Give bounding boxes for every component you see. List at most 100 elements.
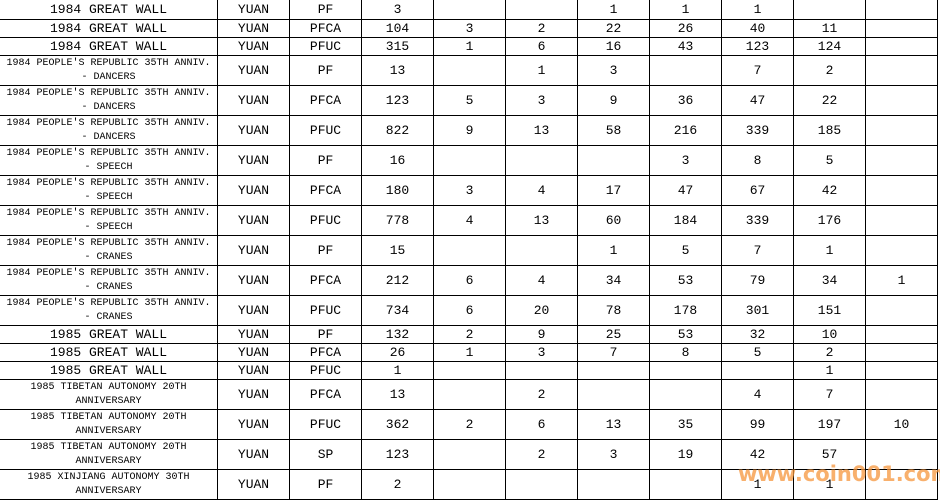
name-line: ANNIVERSARY xyxy=(75,425,142,437)
table-cell: 212 xyxy=(362,266,434,296)
table-cell: PF xyxy=(290,326,362,344)
name-cell: 1984 GREAT WALL xyxy=(0,20,218,38)
table-cell: 123 xyxy=(362,440,434,470)
table-cell xyxy=(866,470,938,500)
table-cell: 339 xyxy=(722,206,794,236)
table-cell: PFCA xyxy=(290,176,362,206)
name-line: 1984 PEOPLE'S REPUBLIC 35TH ANNIV. xyxy=(6,147,211,159)
watermark: www.coin001.com xyxy=(738,462,940,486)
table-cell: PF xyxy=(290,0,362,20)
table-cell: 1 xyxy=(650,0,722,20)
table-cell: 151 xyxy=(794,296,866,326)
table-cell xyxy=(506,470,578,500)
name-cell: 1984 PEOPLE'S REPUBLIC 35TH ANNIV. - SPEE… xyxy=(0,146,218,176)
name-line: 1984 PEOPLE'S REPUBLIC 35TH ANNIV. xyxy=(6,207,211,219)
table-cell xyxy=(866,326,938,344)
table-cell: 13 xyxy=(362,56,434,86)
table-cell xyxy=(866,344,938,362)
name-line: 1984 PEOPLE'S REPUBLIC 35TH ANNIV. xyxy=(6,57,211,69)
table-cell xyxy=(722,362,794,380)
table-cell: 4 xyxy=(722,380,794,410)
name-line: - CRANES xyxy=(84,251,133,263)
name-cell: 1984 PEOPLE'S REPUBLIC 35TH ANNIV. - CRAN… xyxy=(0,266,218,296)
table-cell: 185 xyxy=(794,116,866,146)
table-cell: 19 xyxy=(650,440,722,470)
table-cell: 6 xyxy=(506,38,578,56)
table-cell xyxy=(434,146,506,176)
table-cell: 3 xyxy=(362,0,434,20)
table-cell: PF xyxy=(290,146,362,176)
table-cell: 6 xyxy=(434,296,506,326)
table-cell: 58 xyxy=(578,116,650,146)
table-cell: 778 xyxy=(362,206,434,236)
table-cell: PFUC xyxy=(290,410,362,440)
table-cell xyxy=(434,236,506,266)
table-cell: 301 xyxy=(722,296,794,326)
table-cell: PFCA xyxy=(290,344,362,362)
table-cell: 78 xyxy=(578,296,650,326)
table-cell xyxy=(866,116,938,146)
table-cell xyxy=(866,176,938,206)
table-cell: YUAN xyxy=(218,86,290,116)
table-cell: 2 xyxy=(362,470,434,500)
table-cell: 1 xyxy=(722,470,794,500)
table-cell xyxy=(866,0,938,20)
table-cell xyxy=(866,206,938,236)
table-cell: 16 xyxy=(578,38,650,56)
table-cell: YUAN xyxy=(218,380,290,410)
table-cell: YUAN xyxy=(218,326,290,344)
table-cell: 13 xyxy=(578,410,650,440)
table-cell: YUAN xyxy=(218,146,290,176)
table-cell: 42 xyxy=(794,176,866,206)
table-cell xyxy=(434,0,506,20)
table-cell: 9 xyxy=(506,326,578,344)
name-cell: 1984 GREAT WALL xyxy=(0,0,218,20)
table-cell xyxy=(434,470,506,500)
table-cell: 2 xyxy=(506,440,578,470)
table-cell: 178 xyxy=(650,296,722,326)
table-cell: 2 xyxy=(434,326,506,344)
table-cell: 2 xyxy=(794,344,866,362)
name-line: - SPEECH xyxy=(84,221,133,233)
table-cell: 362 xyxy=(362,410,434,440)
table-cell: 7 xyxy=(794,380,866,410)
table-cell: YUAN xyxy=(218,470,290,500)
table-cell xyxy=(650,380,722,410)
table-cell xyxy=(866,296,938,326)
table-cell xyxy=(506,146,578,176)
table-cell: 1 xyxy=(794,362,866,380)
table-cell xyxy=(866,86,938,116)
table-cell xyxy=(434,380,506,410)
name-cell: 1985 TIBETAN AUTONOMY 20TH ANNIVERSARY xyxy=(0,410,218,440)
table-cell: PF xyxy=(290,236,362,266)
table-cell xyxy=(650,362,722,380)
name-line: - DANCERS xyxy=(81,101,136,113)
table-cell: 5 xyxy=(650,236,722,266)
name-line: - DANCERS xyxy=(81,131,136,143)
table-cell: PFUC xyxy=(290,362,362,380)
table-cell: PFUC xyxy=(290,38,362,56)
name-cell: 1984 PEOPLE'S REPUBLIC 35TH ANNIV. - DANC… xyxy=(0,56,218,86)
table-cell: 1 xyxy=(434,38,506,56)
table-cell xyxy=(866,146,938,176)
table-cell: 15 xyxy=(362,236,434,266)
table-cell: PFCA xyxy=(290,86,362,116)
table-cell: 53 xyxy=(650,326,722,344)
table-cell: YUAN xyxy=(218,176,290,206)
table-cell: 5 xyxy=(434,86,506,116)
table-cell: 124 xyxy=(794,38,866,56)
table-cell xyxy=(578,146,650,176)
table-cell: 1 xyxy=(794,236,866,266)
name-cell: 1985 GREAT WALL xyxy=(0,344,218,362)
name-cell: 1984 PEOPLE'S REPUBLIC 35TH ANNIV. - SPEE… xyxy=(0,176,218,206)
table-cell: 339 xyxy=(722,116,794,146)
name-line: - CRANES xyxy=(84,281,133,293)
table-cell: 34 xyxy=(578,266,650,296)
table-cell: 4 xyxy=(506,266,578,296)
name-cell: 1985 TIBETAN AUTONOMY 20TH ANNIVERSARY xyxy=(0,380,218,410)
table-cell: 2 xyxy=(506,380,578,410)
table-cell: 184 xyxy=(650,206,722,236)
table-cell: 315 xyxy=(362,38,434,56)
table-cell: 2 xyxy=(794,56,866,86)
